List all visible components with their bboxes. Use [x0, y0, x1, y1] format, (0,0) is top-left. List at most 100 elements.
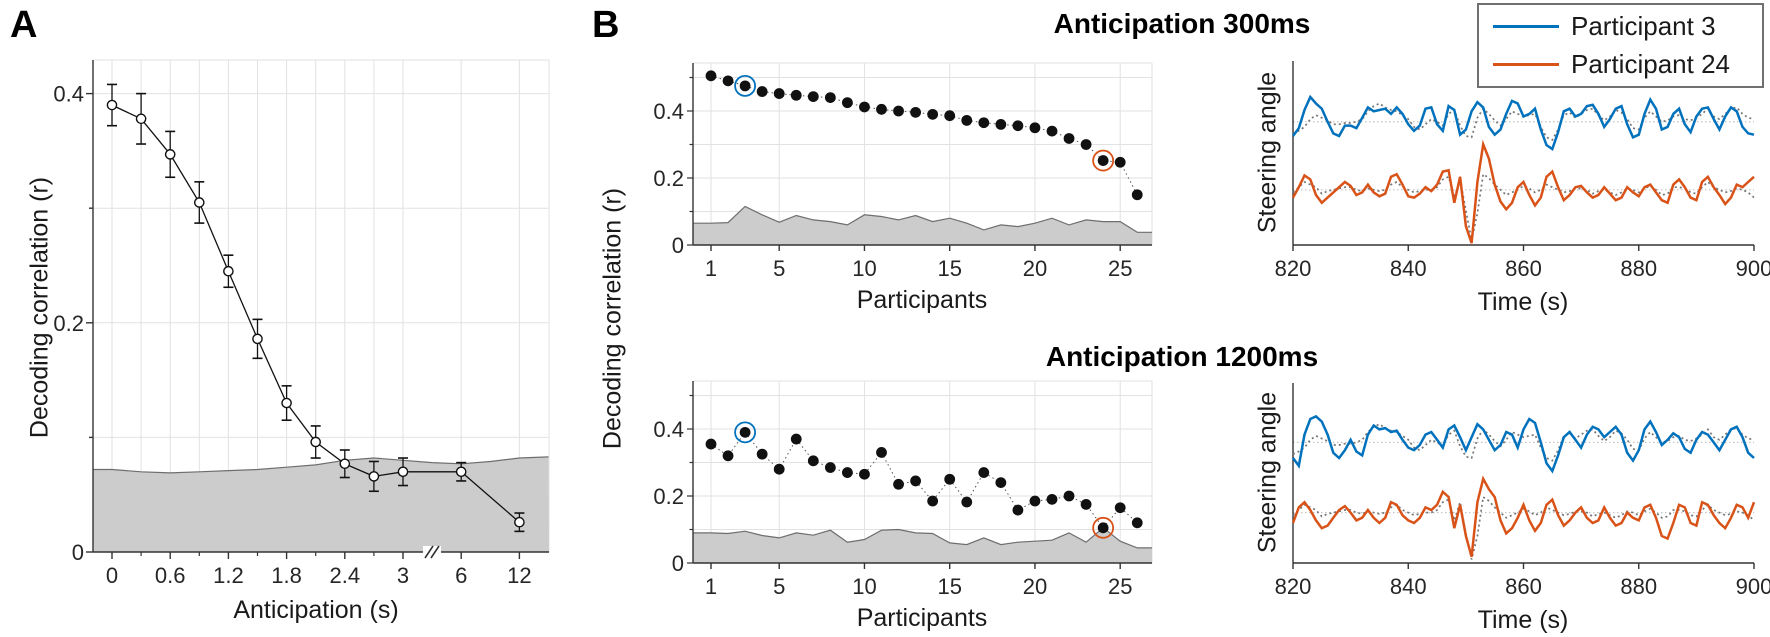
- tick-label: 0: [72, 540, 84, 565]
- data-point: [106, 99, 118, 111]
- data-point: [223, 265, 234, 277]
- participant-point: [1080, 139, 1092, 150]
- participant-point: [824, 462, 836, 473]
- time-xlabel-top: Time (s): [1477, 288, 1569, 316]
- participant-point: [1046, 125, 1058, 137]
- highlight-ring-participant3: [734, 74, 756, 97]
- tick-label: 25: [1108, 574, 1132, 599]
- data-point: [164, 149, 176, 160]
- tick-label: 0.4: [653, 417, 684, 442]
- participant-point: [790, 89, 802, 101]
- participants-xlabel-top: Participants: [856, 286, 988, 314]
- data-point: [397, 466, 409, 478]
- data-point: [193, 197, 205, 208]
- tick-label: 1.8: [271, 563, 302, 588]
- title-anticipation-300ms: Anticipation 300ms: [1053, 8, 1311, 39]
- tick-label: 860: [1505, 256, 1542, 281]
- participant-point: [705, 438, 717, 450]
- participant-point: [876, 447, 887, 458]
- panel-a-data-series: [106, 83, 525, 533]
- tick-label: 0.2: [653, 166, 684, 191]
- tick-label: 0: [672, 551, 684, 576]
- data-point: [135, 113, 147, 125]
- ts1200-participant24-actual: [1292, 495, 1755, 560]
- ts300-traces: [1291, 94, 1755, 244]
- legend-row-participant24: Participant 24: [1479, 49, 1762, 80]
- tick-label: 15: [937, 574, 961, 599]
- data-point: [252, 333, 263, 345]
- tick-label: 15: [937, 256, 961, 281]
- participant-point: [1097, 522, 1109, 534]
- tick-label: 6: [455, 563, 467, 588]
- participant-point: [756, 448, 768, 460]
- participant24-line-swatch: [1493, 62, 1559, 66]
- highlight-ring-participant24: [1092, 149, 1115, 172]
- participant-point: [893, 478, 904, 490]
- participant-point: [1131, 517, 1143, 529]
- ts1200-tick-labels: 820 840 860 880 900: [1275, 574, 1770, 599]
- participant3-line-swatch: [1493, 25, 1559, 29]
- participant-point: [1012, 504, 1024, 516]
- participant-point: [1029, 122, 1041, 134]
- ts300-participant3-predicted: [1291, 94, 1755, 151]
- scatter1200-data-series: [705, 421, 1143, 539]
- panel-a-chance-area: [93, 456, 549, 552]
- tick-label: 10: [852, 574, 876, 599]
- tick-label: 0.2: [653, 484, 684, 509]
- tick-label: 840: [1390, 256, 1427, 281]
- legend-label-participant24: Participant 24: [1571, 48, 1730, 79]
- ts300-baselines: [1293, 121, 1754, 191]
- ts1200-participant3-predicted: [1291, 414, 1755, 474]
- tick-label: 20: [1023, 256, 1047, 281]
- ts1200-participant24-predicted: [1291, 475, 1756, 558]
- participant-point: [1131, 189, 1143, 201]
- participant-point: [1063, 133, 1075, 144]
- highlight-ring-participant3: [734, 421, 756, 444]
- tick-label: 0: [106, 563, 118, 588]
- data-point: [514, 516, 525, 528]
- ts300-tick-labels: 820 840 860 880 900: [1275, 256, 1770, 281]
- ts1200-traces: [1291, 414, 1756, 560]
- tick-label: 0.2: [53, 311, 84, 336]
- data-point: [339, 458, 351, 470]
- tick-label: 2.4: [330, 563, 361, 588]
- participant-point: [995, 477, 1007, 488]
- tick-label: 20: [1023, 574, 1047, 599]
- participant-point: [756, 86, 768, 97]
- scatter300-chance-area: [693, 205, 1152, 245]
- tick-label: 1.2: [213, 563, 244, 588]
- scatter300-grid: [693, 62, 1153, 245]
- participant-point: [705, 70, 717, 82]
- scatter1200-axes: [687, 381, 1152, 569]
- tick-label: 0.6: [155, 563, 186, 588]
- tick-label: 840: [1390, 574, 1427, 599]
- participant-point: [944, 473, 956, 485]
- scatter300-axes: [687, 63, 1152, 251]
- participant-point: [1097, 155, 1109, 166]
- tick-label: 1: [705, 574, 717, 599]
- data-point: [455, 466, 467, 478]
- tick-label: 900: [1736, 256, 1770, 281]
- participant-point: [790, 433, 802, 445]
- tick-label: 0.4: [653, 99, 684, 124]
- participant-point: [722, 75, 734, 87]
- participant-point: [910, 475, 921, 487]
- tick-label: 860: [1505, 574, 1542, 599]
- participant-point: [893, 105, 904, 117]
- title-anticipation-1200ms: Anticipation 1200ms: [1045, 341, 1319, 372]
- tick-label: 820: [1275, 574, 1312, 599]
- steering-angle-ylabel-bottom: Steering angle: [1253, 391, 1282, 554]
- participant-point: [995, 119, 1007, 130]
- panel-a-xlabel: Anticipation (s): [233, 596, 399, 624]
- participant-point: [859, 468, 870, 480]
- steering-angle-ylabel-top: Steering angle: [1253, 71, 1282, 234]
- tick-label: 0.4: [53, 82, 84, 107]
- participant-point: [978, 117, 990, 129]
- participant-point: [961, 496, 973, 508]
- legend-label-participant3: Participant 3: [1571, 11, 1716, 42]
- scatter1200-grid: [693, 380, 1153, 563]
- tick-label: 0: [672, 233, 684, 258]
- ts300-axes: [1292, 61, 1755, 251]
